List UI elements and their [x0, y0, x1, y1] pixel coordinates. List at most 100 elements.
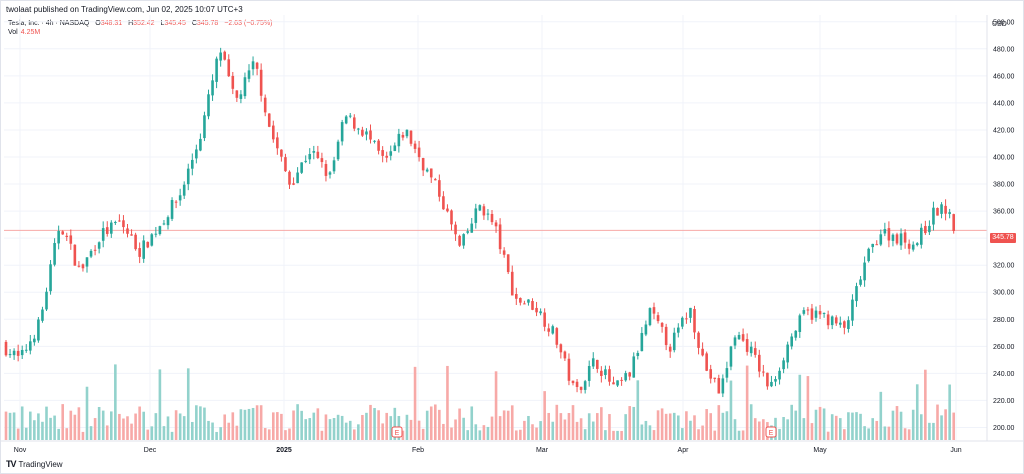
volume-bar: [668, 413, 672, 440]
volume-bar: [41, 421, 44, 440]
volume-bar: [57, 428, 60, 440]
volume-bar: [114, 364, 117, 440]
candle-body: [328, 172, 332, 175]
price-tick-label: 380.00: [993, 182, 1015, 189]
volume-bar: [632, 406, 636, 440]
volume-bar: [705, 409, 708, 440]
volume-bar: [81, 431, 85, 440]
volume-bar: [178, 413, 182, 440]
volume-bar: [195, 405, 198, 440]
candle-body: [644, 324, 648, 335]
candle-body: [454, 224, 457, 235]
volume-bar: [296, 404, 299, 440]
candle-body: [498, 224, 502, 250]
volume-bar: [255, 405, 259, 440]
volume-bar: [166, 416, 170, 440]
volume-bar: [251, 407, 255, 440]
volume-bar: [895, 406, 899, 440]
candle-body: [920, 227, 923, 245]
candle-body: [563, 351, 567, 359]
volume-value: 4.25M: [20, 29, 41, 36]
volume-bar: [753, 418, 757, 440]
volume-bar: [660, 408, 664, 440]
candle-body: [12, 350, 16, 356]
candle-body: [664, 326, 668, 346]
volume-bar: [867, 428, 870, 440]
candle-body: [741, 334, 745, 341]
volume-bar: [701, 425, 704, 440]
volume-bar: [288, 428, 291, 440]
candle-body: [284, 157, 287, 172]
volume-bar: [681, 428, 684, 440]
volume-bar: [616, 430, 619, 440]
time-tick-label: Dec: [144, 447, 157, 454]
volume-bar: [434, 404, 437, 440]
candle-body: [502, 250, 506, 255]
candle-body: [940, 204, 943, 214]
volume-bar: [33, 420, 36, 440]
candle-body: [53, 242, 56, 265]
volume-bar: [559, 413, 563, 440]
volume-bar: [373, 408, 376, 440]
tradingview-logo-icon: TV: [6, 459, 16, 469]
candle-body: [478, 205, 482, 211]
volume-bar: [502, 410, 506, 440]
candle-body: [377, 140, 380, 151]
volume-bar: [652, 430, 656, 440]
symbol-name[interactable]: Tesla, Inc. · 4h · NASDAQ: [8, 20, 90, 27]
volume-bar: [89, 426, 93, 440]
candle-body: [357, 128, 360, 130]
candle-body: [105, 227, 109, 234]
volume-bar: [454, 419, 457, 440]
candle-body: [936, 207, 939, 216]
volume-legend[interactable]: Vol 4.25M: [8, 29, 40, 36]
volume-bar: [405, 414, 409, 440]
candle-body: [259, 69, 263, 96]
volume-bar: [778, 428, 781, 440]
candle-body: [709, 369, 712, 379]
candle-body: [243, 77, 247, 97]
candle-body: [442, 196, 445, 210]
currency-label[interactable]: USD: [992, 21, 1007, 28]
candle-body: [628, 372, 631, 377]
time-tick-label: Mar: [536, 447, 549, 454]
candle-body: [462, 234, 465, 246]
tradingview-brand[interactable]: TV TradingView: [6, 459, 63, 469]
candle-body: [239, 94, 243, 99]
volume-bar: [199, 406, 202, 440]
volume-bar: [591, 421, 595, 440]
candle-body: [543, 312, 546, 327]
volume-bar: [575, 421, 579, 440]
volume-bar: [154, 413, 158, 440]
volume-bar: [571, 405, 575, 440]
candle-body: [324, 163, 328, 176]
volume-bar: [65, 428, 69, 440]
candle-body: [89, 250, 93, 257]
candle-body: [839, 322, 842, 325]
candle-body: [73, 244, 77, 266]
volume-bar: [211, 422, 214, 440]
candle-body: [567, 358, 571, 381]
volume-bar: [191, 421, 194, 440]
candle-body: [843, 321, 846, 328]
volume-bar: [822, 408, 826, 440]
symbol-legend[interactable]: Tesla, Inc. · 4h · NASDAQ O348.31 H352.4…: [8, 19, 277, 29]
volume-bar: [85, 386, 89, 440]
volume-bar: [826, 431, 830, 440]
candle-body: [895, 234, 899, 244]
candle-body: [203, 115, 206, 139]
volume-bar: [328, 419, 332, 440]
candle-body: [417, 147, 421, 158]
candle-body: [555, 328, 559, 345]
candle-body: [648, 308, 652, 326]
volume-bar: [834, 415, 838, 440]
candle-body: [401, 134, 405, 138]
volume-bar: [344, 422, 348, 440]
candle-body: [122, 220, 125, 228]
volume-bar: [794, 410, 798, 440]
volume-bar: [223, 414, 226, 440]
volume-bar: [924, 369, 927, 440]
volume-bar: [527, 415, 530, 440]
candle-body: [162, 223, 166, 225]
